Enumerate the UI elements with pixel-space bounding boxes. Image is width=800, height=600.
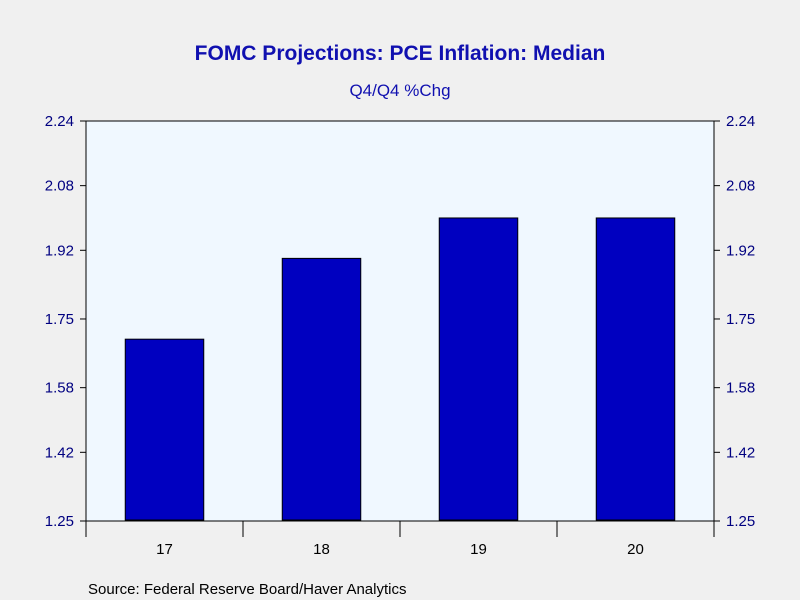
y-tick-label-right: 2.08 (726, 178, 755, 195)
y-tick-label-right: 1.75 (726, 311, 755, 328)
y-tick-label-left: 2.24 (45, 113, 74, 130)
bar-18 (281, 257, 362, 521)
y-axis-right: 1.25 1.42 1.58 1.75 1.92 2.08 2.24 (714, 113, 755, 530)
x-category-label: 17 (156, 541, 173, 558)
y-tick-label-right: 2.24 (726, 113, 755, 130)
bar-17 (124, 338, 205, 521)
y-axis-left: 1.25 1.42 1.58 1.75 1.92 2.08 2.24 (45, 113, 86, 530)
y-tick-label-right: 1.58 (726, 380, 755, 397)
y-tick-label-right: 1.42 (726, 444, 755, 461)
y-tick-label-left: 2.08 (45, 178, 74, 195)
bar-19 (438, 217, 519, 521)
y-tick-label-right: 1.92 (726, 242, 755, 259)
chart-title: FOMC Projections: PCE Inflation: Median (195, 42, 606, 65)
y-tick-label-left: 1.75 (45, 311, 74, 328)
y-tick-label-right: 1.25 (726, 513, 755, 530)
x-category-label: 19 (470, 541, 487, 558)
chart-subtitle: Q4/Q4 %Chg (349, 81, 450, 100)
y-tick-label-left: 1.25 (45, 513, 74, 530)
y-tick-label-left: 1.58 (45, 380, 74, 397)
y-tick-label-left: 1.92 (45, 242, 74, 259)
x-category-label: 20 (627, 541, 644, 558)
x-axis: 17 18 19 20 (85, 521, 715, 558)
bars-group (124, 217, 676, 521)
x-category-label: 18 (313, 541, 330, 558)
source-note: Source: Federal Reserve Board/Haver Anal… (88, 581, 406, 598)
bar-20 (595, 217, 676, 521)
y-tick-label-left: 1.42 (45, 444, 74, 461)
